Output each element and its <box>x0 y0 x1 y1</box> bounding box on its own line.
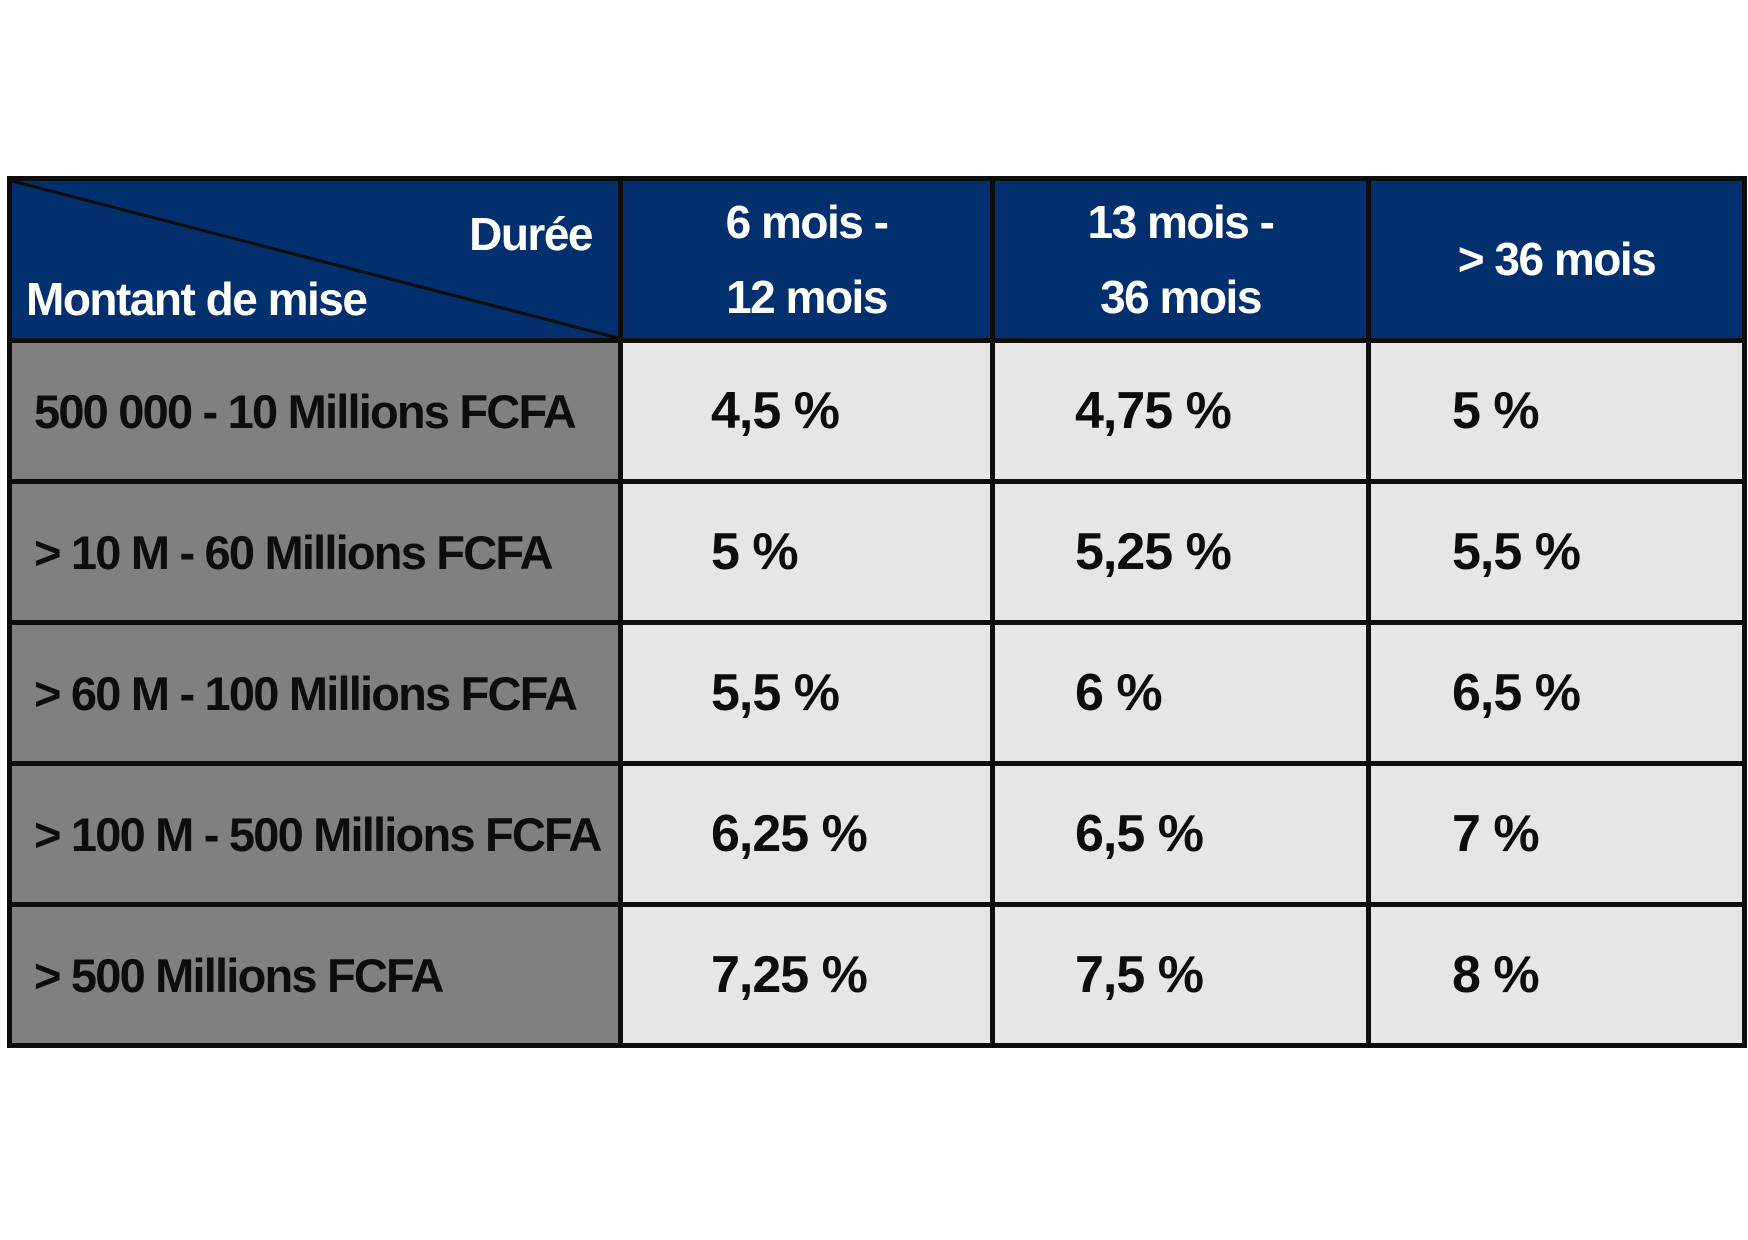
amount-axis-label: Montant de mise <box>26 273 368 325</box>
rate-value: 4,5 % <box>711 382 840 440</box>
rate-cell: 5 % <box>1366 338 1747 484</box>
rate-cell: 7 % <box>1366 761 1747 907</box>
rate-cell: 4,5 % <box>618 338 995 484</box>
rate-value: 7,5 % <box>1075 946 1204 1004</box>
duration-header-1-line1: 6 mois - <box>725 195 889 248</box>
rate-value: 8 % <box>1452 946 1540 1004</box>
rate-value: 6,5 % <box>1452 664 1581 722</box>
table-row: 500 000 - 10 Millions FCFA 4,5 % 4,75 % … <box>7 338 1747 484</box>
duration-axis-label: Durée <box>469 208 593 260</box>
rate-value: 5,25 % <box>1075 523 1232 581</box>
rate-cell: 7,5 % <box>990 902 1371 1048</box>
rate-table: Durée Montant de mise 6 mois - 12 mois 1… <box>7 176 1747 1048</box>
table-row: > 10 M - 60 Millions FCFA 5 % 5,25 % 5,5… <box>7 479 1747 625</box>
amount-range-label: > 10 M - 60 Millions FCFA <box>7 479 623 625</box>
rate-value: 6,25 % <box>711 805 868 863</box>
rate-value: 4,75 % <box>1075 382 1232 440</box>
rate-value: 6 % <box>1075 664 1163 722</box>
rate-cell: 4,75 % <box>990 338 1371 484</box>
rate-cell: 8 % <box>1366 902 1747 1048</box>
table-row: > 60 M - 100 Millions FCFA 5,5 % 6 % 6,5… <box>7 620 1747 766</box>
rate-cell: 6 % <box>990 620 1371 766</box>
duration-header-1: 6 mois - 12 mois <box>618 176 995 343</box>
rate-cell: 5,25 % <box>990 479 1371 625</box>
rate-value: 5 % <box>1452 382 1540 440</box>
rate-cell: 6,5 % <box>1366 620 1747 766</box>
amount-range-label: > 100 M - 500 Millions FCFA <box>7 761 623 907</box>
duration-header-2-line1: 13 mois - <box>1087 195 1275 248</box>
amount-range-label: > 500 Millions FCFA <box>7 902 623 1048</box>
rate-cell: 5,5 % <box>1366 479 1747 625</box>
duration-header-3: > 36 mois <box>1366 176 1747 343</box>
amount-range-label: 500 000 - 10 Millions FCFA <box>7 338 623 484</box>
rate-cell: 6,25 % <box>618 761 995 907</box>
amount-range-label: > 60 M - 100 Millions FCFA <box>7 620 623 766</box>
rate-cell: 5 % <box>618 479 995 625</box>
rate-value: 6,5 % <box>1075 805 1204 863</box>
duration-header-1-line2: 12 mois <box>726 270 888 323</box>
rate-value: 5,5 % <box>1452 523 1581 581</box>
rate-cell: 6,5 % <box>990 761 1371 907</box>
rate-cell: 7,25 % <box>618 902 995 1048</box>
table-row: > 500 Millions FCFA 7,25 % 7,5 % 8 % <box>7 902 1747 1048</box>
rate-value: 5 % <box>711 523 799 581</box>
diagonal-divider <box>15 183 615 336</box>
header-row: Durée Montant de mise 6 mois - 12 mois 1… <box>7 176 1747 343</box>
corner-header-cell: Durée Montant de mise <box>7 176 623 343</box>
table-row: > 100 M - 500 Millions FCFA 6,25 % 6,5 %… <box>7 761 1747 907</box>
rate-value: 7,25 % <box>711 946 868 1004</box>
rate-cell: 5,5 % <box>618 620 995 766</box>
duration-header-2-line2: 36 mois <box>1100 270 1262 323</box>
rate-value: 5,5 % <box>711 664 840 722</box>
rate-value: 7 % <box>1452 805 1540 863</box>
duration-header-2: 13 mois - 36 mois <box>990 176 1371 343</box>
duration-header-3-line1: > 36 mois <box>1457 233 1657 285</box>
